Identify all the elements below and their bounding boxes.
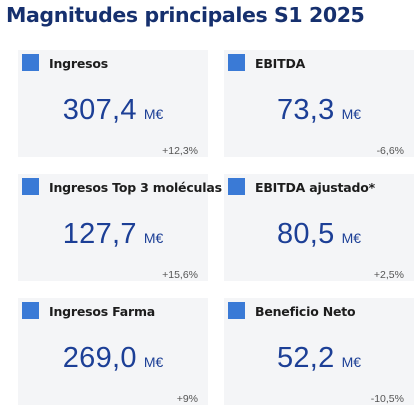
kpi-label: Beneficio Neto	[255, 304, 356, 319]
kpi-value: 73,3 M€	[224, 94, 414, 127]
kpi-card-ingresos-top-3: Ingresos Top 3 moléculas 127,7 M€ +15,6%	[18, 174, 222, 281]
kpi-change: +15,6%	[162, 269, 198, 281]
kpi-change: -10,5%	[370, 393, 404, 405]
kpi-value: 307,4 M€	[18, 94, 208, 127]
kpi-change: -6,6%	[376, 145, 404, 157]
kpi-unit: M€	[143, 230, 164, 246]
kpi-number: 307,4	[62, 94, 137, 126]
kpi-change: +9%	[176, 393, 198, 405]
kpi-unit: M€	[143, 106, 164, 122]
kpi-value: 52,2 M€	[224, 342, 414, 375]
square-bullet-icon	[228, 178, 245, 195]
kpi-value: 127,7 M€	[18, 218, 208, 251]
square-bullet-icon	[228, 302, 245, 319]
kpi-card-ingresos-farma: Ingresos Farma 269,0 M€ +9%	[18, 298, 208, 405]
kpi-number: 269,0	[62, 342, 137, 374]
kpi-change: +2,5%	[373, 269, 404, 281]
kpi-number: 80,5	[276, 218, 335, 250]
kpi-change: +12,3%	[162, 145, 198, 157]
square-bullet-icon	[22, 302, 39, 319]
kpi-card-beneficio-neto: Beneficio Neto 52,2 M€ -10,5%	[224, 298, 414, 405]
kpi-label: Ingresos Farma	[49, 304, 156, 319]
kpi-number: 52,2	[276, 342, 335, 374]
kpi-value: 80,5 M€	[224, 218, 414, 251]
kpi-card-ebitda: EBITDA 73,3 M€ -6,6%	[224, 50, 414, 157]
kpi-unit: M€	[341, 354, 362, 370]
kpi-number: 73,3	[276, 94, 335, 126]
kpi-label: EBITDA ajustado*	[255, 180, 375, 195]
kpi-label: Ingresos Top 3 moléculas	[49, 180, 222, 195]
square-bullet-icon	[228, 54, 245, 71]
kpi-value: 269,0 M€	[18, 342, 208, 375]
square-bullet-icon	[22, 178, 39, 195]
page-title: Magnitudes principales S1 2025	[6, 3, 365, 27]
kpi-unit: M€	[143, 354, 164, 370]
kpi-label: EBITDA	[255, 56, 306, 71]
kpi-number: 127,7	[62, 218, 137, 250]
kpi-card-ebitda-ajustado: EBITDA ajustado* 80,5 M€ +2,5%	[224, 174, 414, 281]
kpi-unit: M€	[341, 106, 362, 122]
kpi-label: Ingresos	[49, 56, 109, 71]
kpi-unit: M€	[341, 230, 362, 246]
square-bullet-icon	[22, 54, 39, 71]
kpi-card-ingresos: Ingresos 307,4 M€ +12,3%	[18, 50, 208, 157]
